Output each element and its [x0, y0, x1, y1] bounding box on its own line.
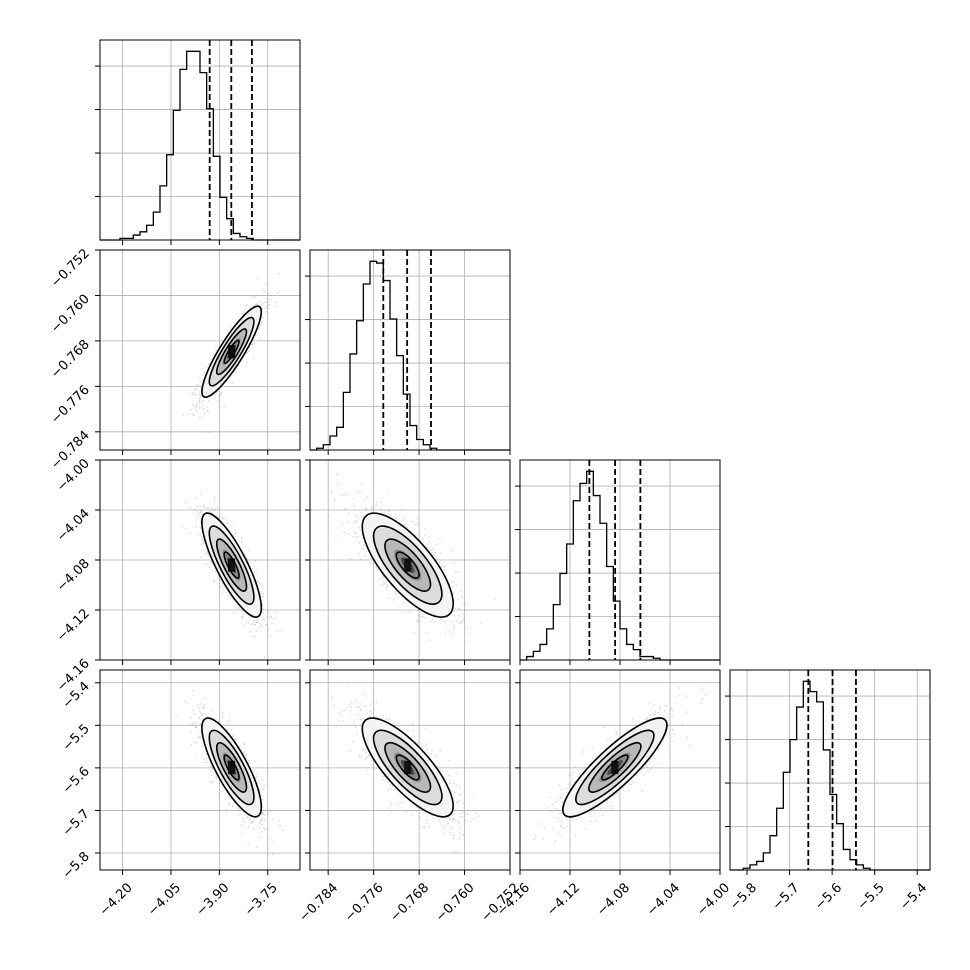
density-panel-0-2	[99, 459, 301, 661]
y-tick-label: −0.752	[48, 246, 93, 291]
y-tick-label: −4.12	[54, 606, 93, 645]
y-tick-label: −5.6	[60, 764, 93, 797]
x-tick-label: −4.12	[544, 880, 583, 919]
y-tick-label: −5.8	[60, 849, 93, 882]
contour-line	[384, 741, 432, 793]
contour-line	[215, 538, 248, 592]
contour-line	[372, 525, 443, 605]
x-tick-label: −4.04	[644, 880, 683, 919]
x-tick-label: −4.00	[694, 880, 733, 919]
x-tick-label: −4.05	[145, 880, 184, 919]
density-core	[228, 564, 236, 572]
histogram-0	[100, 50, 300, 241]
x-tick-label: −4.08	[594, 880, 633, 919]
histogram-panel-1	[305, 249, 511, 451]
density-core	[611, 760, 619, 768]
x-tick-label: −0.760	[433, 880, 478, 925]
density-panel-1-2	[309, 459, 511, 661]
contour-line	[201, 717, 263, 818]
contour-line	[208, 729, 255, 806]
histogram-3	[730, 680, 930, 871]
contour-line	[372, 729, 443, 806]
x-tick-label: −0.784	[297, 880, 342, 925]
panel-frame	[729, 669, 931, 871]
y-tick-label: −0.760	[48, 292, 93, 337]
contour-line	[201, 512, 263, 618]
x-tick-label: −5.4	[897, 880, 930, 913]
contour-line	[223, 551, 240, 579]
contour-line	[223, 754, 240, 781]
y-tick-label: −0.776	[48, 383, 93, 428]
contour-line	[395, 551, 420, 579]
histogram-panel-3	[725, 669, 931, 871]
x-tick-label: −5.6	[812, 880, 845, 913]
density-core	[228, 345, 236, 353]
panel-frame	[309, 249, 511, 451]
panel-frame	[99, 39, 301, 241]
x-tick-label: −3.90	[194, 880, 233, 919]
x-tick-label: −4.20	[97, 880, 136, 919]
panel-frame	[99, 669, 301, 871]
y-tick-label: −0.768	[48, 337, 93, 382]
density-panel-1-3	[309, 669, 511, 871]
density-panel-0-3	[99, 669, 301, 871]
histogram-panel-2	[515, 459, 721, 661]
y-tick-label: −5.5	[60, 722, 93, 755]
contour-line	[384, 538, 432, 592]
density-panel-0-1	[99, 249, 301, 451]
contour-line	[395, 754, 420, 781]
contour-line	[223, 339, 240, 364]
density-core	[228, 767, 236, 775]
density-core	[404, 564, 412, 572]
density-panel-2-3	[519, 669, 721, 871]
panel-frame	[309, 669, 511, 871]
x-tick-label: −0.776	[342, 880, 387, 925]
contour-line	[588, 741, 642, 793]
contour-line	[562, 717, 668, 818]
y-tick-label: −4.04	[54, 506, 93, 545]
histogram-1	[310, 260, 510, 451]
contour-line	[601, 754, 629, 781]
contour-line	[361, 512, 454, 618]
scatter-points	[175, 690, 284, 856]
contour-line	[208, 525, 255, 605]
x-tick-label: −5.8	[727, 880, 760, 913]
x-tick-label: −5.7	[770, 880, 803, 913]
x-tick-label: −3.75	[242, 880, 281, 919]
contour-line	[215, 741, 248, 793]
panel-frame	[99, 249, 301, 451]
density-core	[404, 767, 412, 775]
contour-line	[208, 316, 255, 387]
contour-line	[201, 305, 263, 398]
y-tick-label: −4.08	[54, 556, 93, 595]
y-tick-label: −5.7	[60, 807, 93, 840]
histogram-panel-0	[95, 39, 301, 241]
x-tick-label: −0.768	[388, 880, 433, 925]
contour-line	[575, 729, 655, 806]
contour-line	[361, 717, 454, 818]
contour-line	[215, 328, 248, 376]
x-tick-label: −5.5	[855, 880, 888, 913]
